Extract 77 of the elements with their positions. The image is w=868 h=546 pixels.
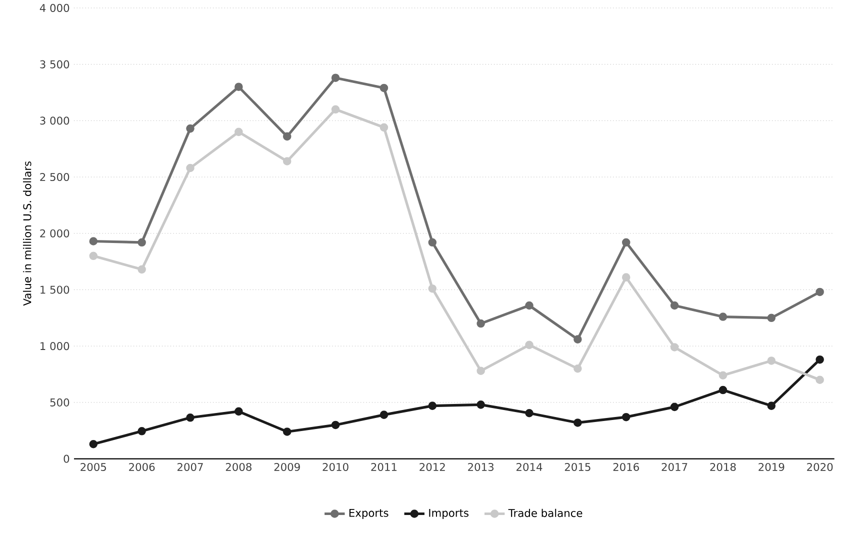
y-tick-label: 1 000: [40, 342, 70, 350]
y-tick-label: 1 500: [40, 286, 70, 294]
y-tick-label: 2 000: [40, 229, 70, 238]
x-tick-label: 2012: [420, 462, 445, 471]
point: [234, 82, 243, 91]
point: [89, 252, 98, 260]
x-tick-label: 2013: [468, 462, 494, 471]
x-tick-label: 2019: [758, 462, 784, 471]
point: [380, 84, 388, 92]
x-tick-label: 2008: [226, 462, 252, 471]
point: [525, 340, 534, 349]
legend-label: Imports: [429, 508, 468, 519]
point: [718, 371, 728, 380]
point: [525, 301, 534, 310]
y-tick-label: 4 000: [40, 4, 70, 12]
x-tick-label: 2006: [129, 462, 155, 471]
point: [428, 284, 437, 293]
point: [525, 408, 534, 418]
point: [186, 164, 194, 172]
point: [670, 402, 679, 411]
x-tick-label: 2014: [516, 462, 542, 471]
point: [816, 355, 824, 364]
point: [331, 105, 340, 114]
y-tick-label: 3 000: [40, 116, 70, 125]
x-tick-label: 2015: [564, 462, 590, 471]
point: [622, 412, 630, 422]
point: [138, 238, 146, 246]
point: [282, 132, 292, 140]
x-tick-label: 2016: [613, 462, 639, 471]
point: [816, 376, 824, 384]
point: [622, 273, 630, 282]
x-tick-label: 2018: [710, 462, 736, 471]
y-tick-label: 2 500: [40, 172, 70, 181]
legend-label: Trade balance: [508, 508, 582, 517]
point: [574, 335, 582, 344]
point: [428, 402, 437, 410]
point: [476, 366, 485, 375]
point: [718, 312, 728, 321]
point: [574, 364, 582, 373]
point: [767, 402, 776, 410]
point: [234, 407, 243, 416]
point: [186, 124, 194, 133]
point: [574, 418, 582, 427]
point: [380, 410, 388, 419]
y-tick-label: 500: [50, 398, 70, 406]
point: [767, 314, 776, 322]
point: [89, 237, 98, 246]
point: [476, 400, 485, 409]
x-tick-label: 2020: [807, 462, 833, 471]
point: [138, 265, 146, 274]
x-tick-label: 2007: [177, 462, 203, 471]
point: [234, 128, 243, 136]
point: [282, 156, 292, 166]
point: [331, 74, 340, 82]
y-tick-label: 0: [64, 454, 70, 463]
point: [718, 386, 728, 394]
point: [282, 427, 292, 436]
x-tick-label: 2011: [371, 462, 397, 471]
point: [816, 288, 824, 296]
point: [622, 238, 630, 246]
y-tick-label: 3 500: [40, 60, 70, 68]
point: [670, 301, 679, 310]
point: [331, 420, 340, 429]
y-axis-title: Value in million U.S. dollars: [23, 161, 32, 306]
point: [767, 356, 776, 365]
legend-label: Exports: [349, 508, 388, 519]
x-tick-label: 2010: [322, 462, 348, 471]
point: [428, 238, 437, 246]
point: [89, 440, 98, 448]
x-tick-label: 2017: [662, 462, 688, 471]
point: [380, 123, 388, 132]
point: [186, 413, 194, 422]
x-tick-label: 2005: [80, 462, 106, 471]
point: [670, 342, 679, 352]
point: [476, 319, 485, 328]
x-tick-label: 2009: [274, 462, 300, 471]
point: [138, 426, 146, 436]
